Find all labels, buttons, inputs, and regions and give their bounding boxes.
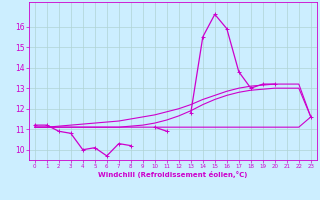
X-axis label: Windchill (Refroidissement éolien,°C): Windchill (Refroidissement éolien,°C)	[98, 171, 247, 178]
